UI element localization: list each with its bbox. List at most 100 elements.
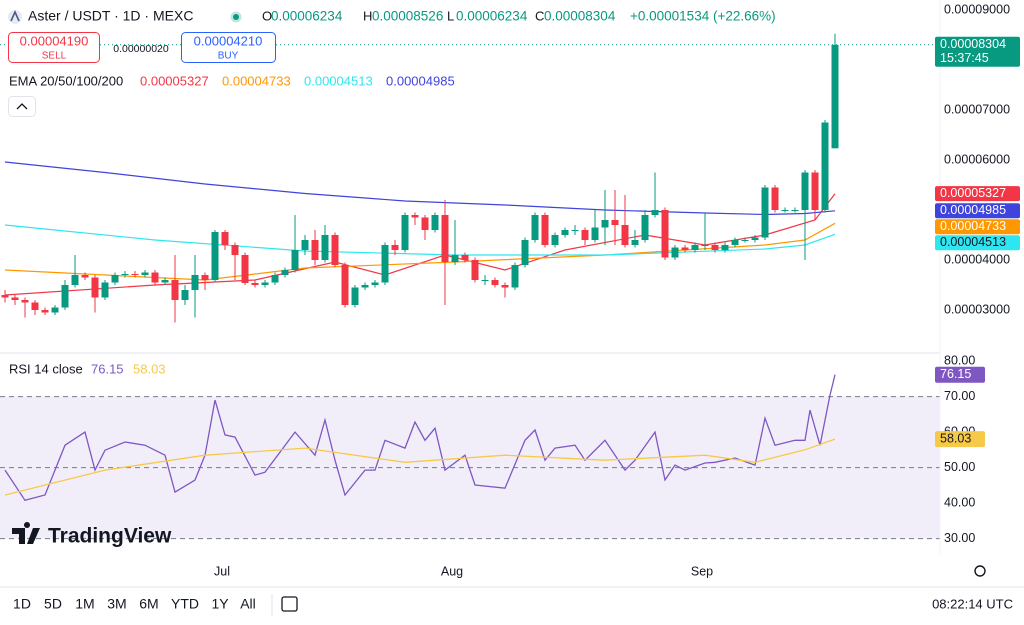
candle-body: [351, 287, 359, 305]
candle-body: [51, 307, 59, 313]
candle-body: [191, 275, 199, 290]
candle-body: [471, 260, 479, 280]
candle-body: [601, 220, 609, 228]
ema-badge: [935, 203, 1020, 219]
clock: 08:22:14 UTC: [932, 596, 1013, 611]
candle-body: [791, 210, 799, 211]
candle-body: [741, 240, 749, 241]
chart-title: Aster / USDT · 1D · MEXC: [28, 8, 193, 24]
ohlc-value: 0.00008526: [372, 9, 443, 24]
candle-body: [231, 245, 239, 255]
candle-body: [221, 232, 229, 245]
candle-body: [171, 280, 179, 300]
period-button[interactable]: 6M: [139, 596, 158, 612]
candle-body: [681, 247, 689, 250]
candle-body: [251, 283, 259, 285]
candle-body: [541, 215, 549, 245]
sell-price[interactable]: 0.00004190: [20, 33, 89, 48]
candle-body: [271, 275, 279, 283]
date-range-icon[interactable]: [281, 596, 298, 612]
candle-body: [711, 245, 719, 250]
collapse-button[interactable]: [8, 96, 36, 117]
period-button[interactable]: 5D: [44, 596, 62, 612]
candle-body: [441, 215, 449, 262]
rsi-legend-label: RSI 14 close: [9, 361, 83, 376]
period-button[interactable]: 1Y: [211, 596, 229, 612]
candle-body: [111, 275, 119, 283]
candle-body: [141, 272, 149, 275]
candle-body: [571, 230, 579, 231]
period-button[interactable]: YTD: [171, 596, 199, 612]
candle-body: [311, 240, 319, 260]
candle-body: [101, 282, 109, 298]
candle-body: [671, 247, 679, 258]
y-tick-label: 0.00009000: [944, 2, 1010, 16]
ema-badge-label: 0.00004733: [940, 219, 1006, 233]
candle-body: [411, 215, 419, 218]
candle-body: [461, 255, 469, 260]
candle-body: [801, 172, 809, 210]
candle-body: [521, 240, 529, 265]
period-button[interactable]: 3M: [107, 596, 126, 612]
candle-body: [691, 245, 699, 250]
rsi-line: [4, 374, 836, 502]
candle-body: [581, 230, 589, 240]
candle-body: [281, 270, 289, 275]
candle-body: [71, 275, 79, 285]
candle-body: [291, 250, 299, 270]
candle-body: [1, 295, 9, 298]
rsi-badge: [935, 366, 985, 383]
ohlc-value: 0.00006234: [456, 9, 528, 24]
candle-body: [651, 210, 659, 215]
rsi-tick-label: 80.00: [944, 353, 975, 367]
rsi-legend-value: 58.03: [133, 361, 166, 376]
rsi-badge: [935, 431, 985, 448]
countdown: 15:37:45: [940, 51, 989, 65]
candle-body: [121, 274, 129, 275]
ohlc-legend: O0.00006234 H 0.00008526 L 0.00006234 C 0.0000…: [262, 8, 616, 23]
candle-body: [591, 227, 599, 240]
ema-legend-value: 0.00004985: [386, 73, 455, 88]
ohlc-value: 0.00006234: [271, 9, 343, 24]
candle-body: [61, 285, 69, 308]
toolbar: 1D 5D 1M 3M 6M YTD 1Y All: [13, 596, 256, 612]
buy-button[interactable]: [181, 32, 276, 63]
ema-legend: 0.00005327 0.00004733 0.00004513 0.00004985: [140, 73, 455, 88]
candle-body: [391, 245, 399, 250]
settings-icon[interactable]: [974, 565, 986, 577]
candle-body: [631, 240, 639, 245]
ema-legend-value: 0.00004513: [304, 73, 373, 88]
ema-badge: [935, 186, 1020, 202]
candle-body: [301, 240, 309, 250]
y-tick-label: 0.00003000: [944, 302, 1010, 316]
period-button[interactable]: 1M: [75, 596, 94, 612]
candle-body: [731, 240, 739, 245]
rsi-tick-label: 70.00: [944, 389, 975, 403]
candle-body: [611, 220, 619, 225]
rsi-legend: 76.15 58.03: [91, 361, 166, 376]
candle-body: [131, 274, 139, 275]
period-button[interactable]: 1D: [13, 596, 31, 612]
candle-body: [511, 265, 519, 288]
sell-button[interactable]: [8, 32, 100, 63]
rsi-tick-label: 30.00: [944, 531, 975, 545]
ema-legend-label: EMA 20/50/100/200: [9, 73, 123, 88]
candle-body: [501, 285, 509, 288]
candle-body: [551, 235, 559, 245]
ema-legend-value: 0.00005327: [140, 73, 209, 88]
candle-body: [241, 255, 249, 283]
y-tick-label: 0.00004000: [944, 252, 1010, 266]
sell-label[interactable]: SELL: [42, 51, 67, 62]
buy-price[interactable]: 0.00004210: [194, 33, 263, 48]
candle-body: [81, 275, 89, 278]
x-tick-label: Jul: [214, 564, 230, 578]
x-tick-label: Aug: [441, 564, 463, 578]
collapse-icon[interactable]: [16, 103, 28, 110]
candle-body: [31, 302, 39, 310]
rsi-tick-label: 50.00: [944, 460, 975, 474]
period-button[interactable]: All: [240, 596, 256, 612]
rsi-ma-line: [4, 438, 836, 496]
buy-label[interactable]: BUY: [218, 51, 239, 62]
candle-body: [771, 187, 779, 210]
